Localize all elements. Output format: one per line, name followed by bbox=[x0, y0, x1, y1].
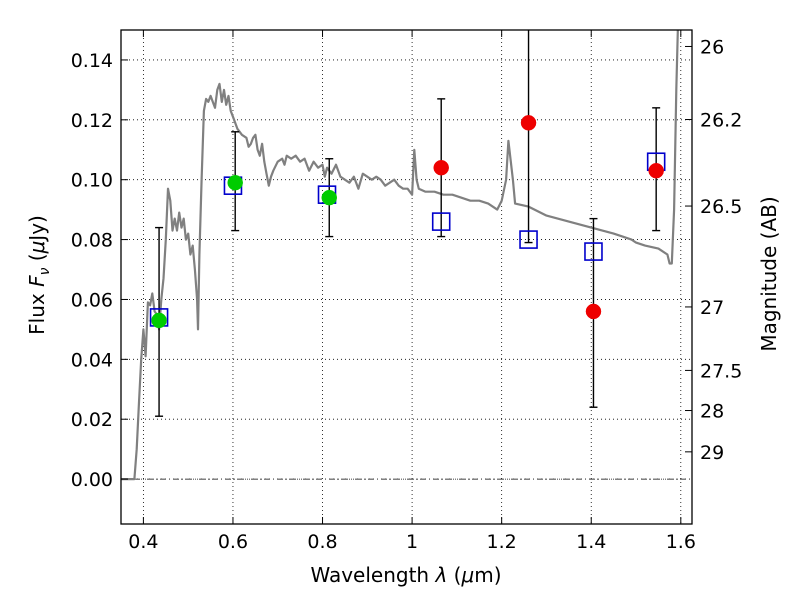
red-data-point bbox=[648, 162, 664, 179]
y2-tick-label: 27.5 bbox=[700, 360, 742, 382]
grid bbox=[121, 30, 692, 524]
ticks: 0.4 0.6 0.8 1 1.2 1.4 1.6 0.00 0.02 0.04 0.06 0.08 0… bbox=[71, 30, 742, 553]
y-axis-label: Flux Fν (μJy) bbox=[25, 215, 53, 335]
green-data-point bbox=[321, 189, 337, 206]
y2-tick-label: 29 bbox=[700, 442, 724, 464]
y-tick-label: 0.04 bbox=[71, 349, 113, 371]
red-data-point bbox=[585, 303, 602, 320]
y2-tick-label: 28 bbox=[700, 401, 724, 423]
y-tick-label: 0.06 bbox=[71, 289, 113, 311]
green-data-point bbox=[227, 174, 243, 191]
y-tick-label: 0.14 bbox=[71, 50, 113, 72]
y2-tick-label: 26.5 bbox=[700, 196, 742, 218]
x-tick-label: 0.6 bbox=[218, 531, 248, 553]
x-tick-label: 1 bbox=[406, 531, 418, 553]
x-tick-label: 1.6 bbox=[666, 531, 696, 553]
y-tick-label: 0.08 bbox=[71, 230, 113, 252]
model-spectrum-layer bbox=[121, 30, 679, 481]
green-data-point bbox=[151, 312, 167, 329]
y-tick-label: 0.00 bbox=[71, 469, 113, 491]
y2-tick-label: 26.2 bbox=[700, 110, 742, 132]
error-bars-layer bbox=[155, 30, 661, 417]
y2-tick-label: 27 bbox=[700, 297, 724, 319]
model-band-square bbox=[431, 212, 451, 231]
y2-axis-label: Magnitude (AB) bbox=[757, 196, 781, 351]
model-spectrum-line bbox=[121, 30, 679, 481]
y2-tick-label: 26 bbox=[700, 36, 724, 58]
x-tick-label: 1.4 bbox=[576, 531, 606, 553]
y-tick-label: 0.12 bbox=[71, 110, 113, 132]
x-tick-label: 0.8 bbox=[307, 531, 337, 553]
x-axis-label: Wavelength λ (μm) bbox=[310, 563, 501, 587]
plot-frame bbox=[120, 29, 693, 525]
x-tick-label: 0.4 bbox=[128, 531, 158, 553]
model-band-square bbox=[519, 230, 538, 249]
red-data-point bbox=[433, 159, 449, 176]
red-data-point bbox=[520, 115, 537, 131]
y-tick-label: 0.10 bbox=[71, 170, 113, 192]
x-tick-label: 1.2 bbox=[487, 531, 517, 553]
model-band-square bbox=[584, 242, 603, 261]
data-points-layer bbox=[149, 115, 666, 329]
y-tick-label: 0.02 bbox=[71, 409, 113, 431]
